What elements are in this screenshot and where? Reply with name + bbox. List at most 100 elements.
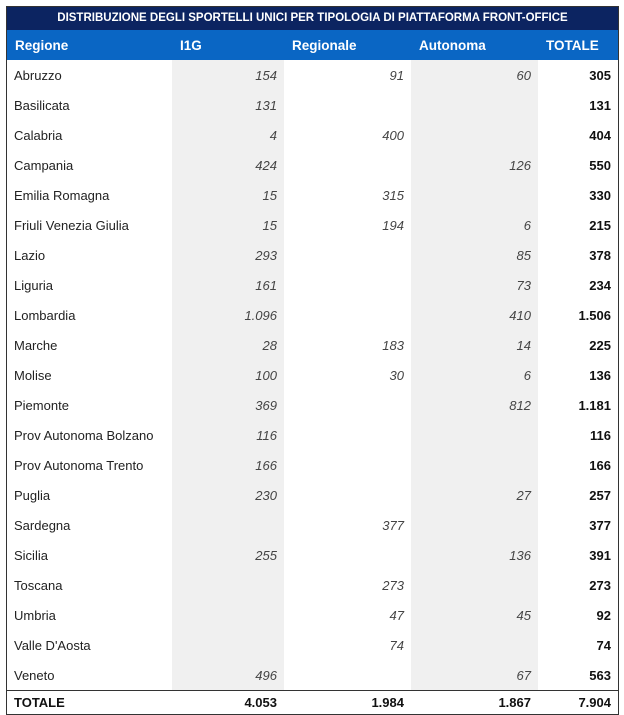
cell-totale: 136: [589, 367, 611, 383]
cell-totale: 1.506: [578, 307, 611, 323]
cell-i1g: 4: [172, 120, 284, 150]
cell-totale: 1.181: [578, 397, 611, 413]
cell-regionale: 400: [382, 127, 404, 143]
cell-autonoma: [411, 120, 538, 150]
cell-autonoma: 85: [411, 240, 538, 270]
table-row: Toscana 273 273: [7, 570, 618, 600]
cell-autonoma: [411, 630, 538, 660]
cell-region: Sardegna: [14, 517, 71, 533]
cell-i1g: 230: [172, 480, 284, 510]
total-regionale: 1.984: [284, 690, 411, 714]
table-row: Marche 28 183 14 225: [7, 330, 618, 360]
table-row: Lazio 293 85 378: [7, 240, 618, 270]
cell-autonoma: 60: [411, 60, 538, 90]
table-row: Umbria 47 45 92: [7, 600, 618, 630]
cell-region: Calabria: [14, 127, 63, 143]
cell-autonoma: [411, 420, 538, 450]
cell-totale: 563: [589, 667, 611, 683]
cell-regionale: [284, 660, 411, 691]
cell-regionale: 30: [389, 367, 404, 383]
cell-i1g: 496: [172, 660, 284, 691]
total-region: TOTALE: [7, 690, 172, 714]
cell-autonoma: 126: [411, 150, 538, 180]
table-row: Liguria 161 73 234: [7, 270, 618, 300]
cell-autonoma: [411, 450, 538, 480]
cell-autonoma: 6: [411, 210, 538, 240]
cell-region: Campania: [14, 157, 74, 173]
cell-autonoma: 14: [411, 330, 538, 360]
table-row: Molise 100 30 6 136: [7, 360, 618, 390]
table-row: Sicilia 255 136 391: [7, 540, 618, 570]
header-row: Regione I1G Regionale Autonoma TOTALE: [7, 30, 618, 60]
cell-region: Prov Autonoma Bolzano: [14, 427, 154, 443]
table-row: Friuli Venezia Giulia 15 194 6 215: [7, 210, 618, 240]
table-row: Prov Autonoma Bolzano 116 116: [7, 420, 618, 450]
header-autonoma: Autonoma: [411, 30, 538, 60]
cell-totale: 92: [596, 607, 611, 623]
cell-totale: 116: [590, 427, 611, 443]
cell-i1g: [172, 600, 284, 630]
header-regione: Regione: [7, 30, 172, 60]
cell-i1g: 293: [172, 240, 284, 270]
table-row: Puglia 230 27 257: [7, 480, 618, 510]
total-autonoma: 1.867: [411, 690, 538, 714]
cell-autonoma: [411, 510, 538, 540]
cell-i1g: 1.096: [172, 300, 284, 330]
cell-regionale: [284, 390, 411, 420]
total-row: TOTALE 4.053 1.984 1.867 7.904: [7, 690, 618, 714]
cell-region: Prov Autonoma Trento: [14, 457, 144, 473]
cell-region: Liguria: [14, 277, 54, 293]
cell-regionale: [284, 450, 411, 480]
cell-i1g: 255: [172, 540, 284, 570]
cell-totale: 550: [589, 157, 611, 173]
cell-regionale: 273: [382, 577, 404, 593]
cell-autonoma: 45: [411, 600, 538, 630]
cell-autonoma: 67: [411, 660, 538, 691]
cell-i1g: [172, 630, 284, 660]
cell-regionale: [284, 270, 411, 300]
table-row: Calabria 4 400 404: [7, 120, 618, 150]
cell-i1g: 15: [172, 210, 284, 240]
cell-region: Lombardia: [14, 307, 76, 323]
cell-totale: 131: [589, 97, 611, 113]
cell-i1g: 15: [172, 180, 284, 210]
cell-totale: 330: [589, 187, 611, 203]
cell-regionale: [284, 540, 411, 570]
cell-regionale: 74: [389, 637, 404, 653]
cell-i1g: 28: [172, 330, 284, 360]
cell-regionale: 183: [382, 337, 404, 353]
header-regionale: Regionale: [284, 30, 411, 60]
cell-region: Molise: [14, 367, 52, 383]
cell-region: Piemonte: [14, 397, 69, 413]
table-row: Sardegna 377 377: [7, 510, 618, 540]
table-title: DISTRIBUZIONE DEGLI SPORTELLI UNICI PER …: [7, 7, 618, 30]
cell-region: Friuli Venezia Giulia: [14, 217, 129, 233]
cell-regionale: [284, 240, 411, 270]
cell-totale: 377: [589, 517, 611, 533]
table-row: Abruzzo 154 91 60 305: [7, 60, 618, 90]
cell-i1g: 131: [172, 90, 284, 120]
cell-regionale: 47: [389, 607, 404, 623]
cell-totale: 378: [589, 247, 611, 263]
cell-regionale: [284, 420, 411, 450]
cell-i1g: 154: [172, 60, 284, 90]
table-row: Basilicata 131 131: [7, 90, 618, 120]
cell-regionale: 377: [382, 517, 404, 533]
cell-totale: 234: [589, 277, 611, 293]
distribution-table-container: DISTRIBUZIONE DEGLI SPORTELLI UNICI PER …: [6, 6, 619, 715]
cell-regionale: [284, 480, 411, 510]
cell-i1g: [172, 570, 284, 600]
cell-region: Toscana: [14, 577, 63, 593]
cell-region: Lazio: [14, 247, 46, 263]
cell-i1g: 161: [172, 270, 284, 300]
cell-region: Umbria: [14, 607, 56, 623]
cell-region: Abruzzo: [14, 67, 62, 83]
cell-totale: 225: [589, 337, 611, 353]
cell-i1g: 100: [172, 360, 284, 390]
cell-region: Valle D'Aosta: [14, 637, 91, 653]
cell-totale: 166: [589, 457, 611, 473]
cell-i1g: 116: [172, 420, 284, 450]
cell-autonoma: [411, 570, 538, 600]
cell-i1g: 369: [172, 390, 284, 420]
cell-autonoma: 136: [411, 540, 538, 570]
